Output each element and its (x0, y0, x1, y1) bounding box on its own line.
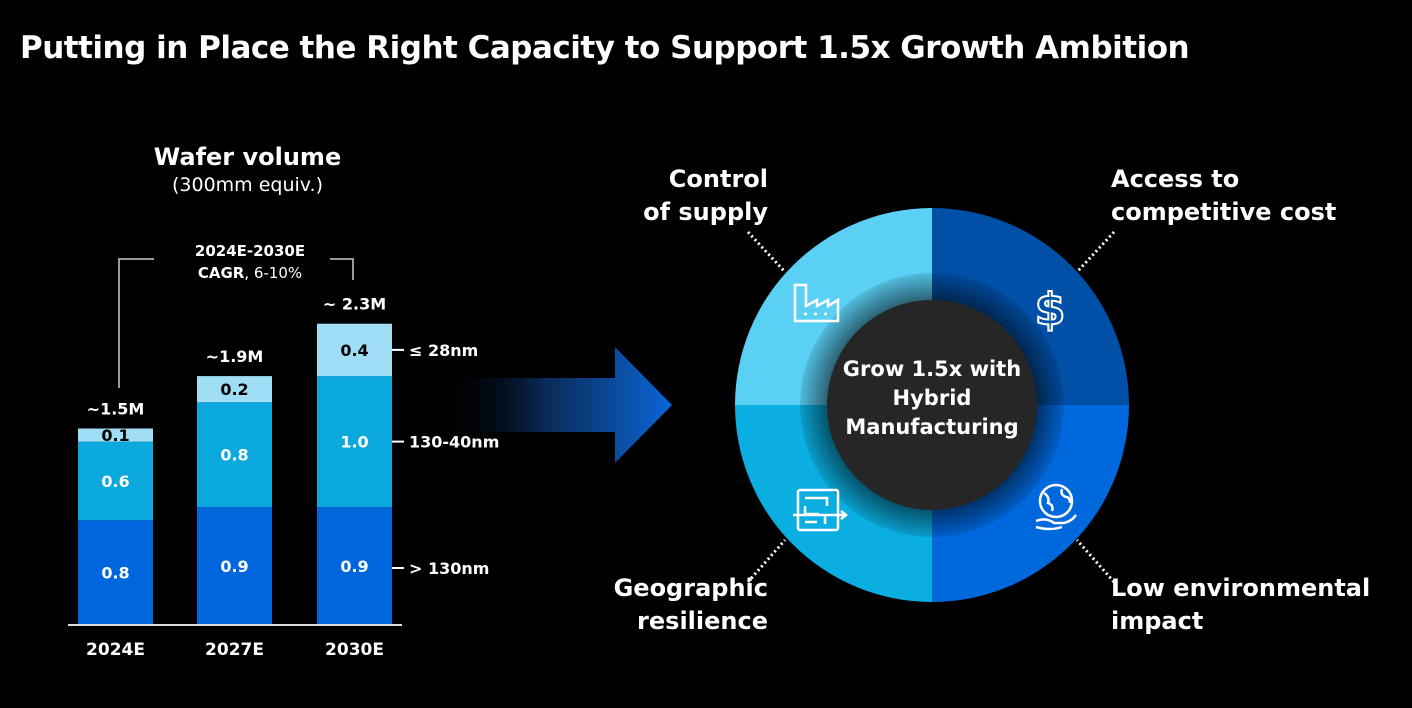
label-geographic-resilience: Geographic resilience (614, 572, 768, 638)
value-label: 0.8 (101, 564, 129, 583)
hybrid-wheel: $ (735, 208, 1129, 602)
value-label: 0.8 (220, 446, 248, 465)
x-tick-label: 2030E (325, 640, 384, 660)
total-label: ~1.5M (87, 400, 145, 419)
label-environmental-impact: Low environmental impact (1111, 572, 1370, 638)
wheel-center-label: Grow 1.5x with Hybrid Manufacturing (827, 355, 1037, 442)
total-label: ~1.9M (206, 347, 264, 366)
value-label: 0.9 (220, 557, 248, 576)
total-label: ~ 2.3M (323, 295, 386, 314)
label-control-of-supply: Control of supply (643, 163, 768, 229)
cagr-range: , 6-10% (244, 264, 303, 282)
bar-segment (78, 428, 153, 442)
chart-title: Wafer volume (153, 143, 342, 171)
label-line: competitive cost (1111, 198, 1337, 226)
value-label: 0.2 (220, 380, 248, 399)
wafer-volume-chart: 0.8 0.6 0.1 ~1.5M 2024E 0.9 0.8 0.2 ~1.9M 2027E 0.… (68, 258, 672, 660)
connector-control (746, 230, 787, 274)
bar-segment (197, 507, 272, 625)
series-label: > 130nm (409, 559, 489, 578)
arrow-shape (440, 347, 672, 463)
dollar-icon: $ (1034, 283, 1067, 336)
bar-segment (317, 507, 392, 625)
series-label: ≤ 28nm (409, 341, 478, 360)
value-label: 0.9 (340, 557, 368, 576)
connector-cost (1075, 230, 1116, 274)
connector-geographic (746, 539, 787, 583)
value-label: 0.4 (340, 341, 368, 360)
connector-environment (1075, 539, 1116, 583)
label-line: Control (668, 165, 768, 193)
label-line: impact (1111, 607, 1204, 635)
bar-segment (197, 402, 272, 508)
factory-icon (793, 283, 840, 323)
center-line-1: Grow 1.5x with (842, 357, 1022, 381)
bar-segment (317, 323, 392, 377)
bar-segment (78, 520, 153, 625)
bar-segment (317, 376, 392, 508)
value-label: 0.6 (101, 472, 129, 491)
center-line-3: Manufacturing (845, 415, 1019, 439)
cagr-value: CAGR, 6-10% (150, 264, 350, 282)
chart-subtitle: (300mm equiv.) (171, 174, 324, 196)
value-label: 1.0 (340, 433, 368, 452)
globe-hand-icon (1035, 483, 1078, 531)
label-line: Access to (1111, 165, 1240, 193)
label-line: Low environmental (1111, 574, 1371, 602)
series-label: 130-40nm (409, 433, 499, 452)
label-competitive-cost: Access to competitive cost (1111, 163, 1336, 229)
bar-segment (78, 441, 153, 521)
center-line-2: Hybrid (892, 386, 972, 410)
x-tick-label: 2027E (205, 640, 264, 660)
x-tick-label: 2024E (86, 640, 145, 660)
slide-title: Putting in Place the Right Capacity to S… (20, 30, 1190, 66)
cagr-bracket-left (118, 258, 154, 388)
cagr-bracket-right (330, 258, 354, 280)
label-line: of supply (643, 198, 768, 226)
bar-segment (197, 376, 272, 403)
center-circle (827, 300, 1037, 510)
label-line: resilience (637, 607, 768, 635)
label-line: Geographic (613, 574, 768, 602)
value-label: 0.1 (101, 426, 129, 445)
cagr-period: 2024E-2030E (194, 242, 306, 260)
cagr-label: CAGR (197, 264, 245, 282)
svg-text:$: $ (1035, 284, 1066, 335)
